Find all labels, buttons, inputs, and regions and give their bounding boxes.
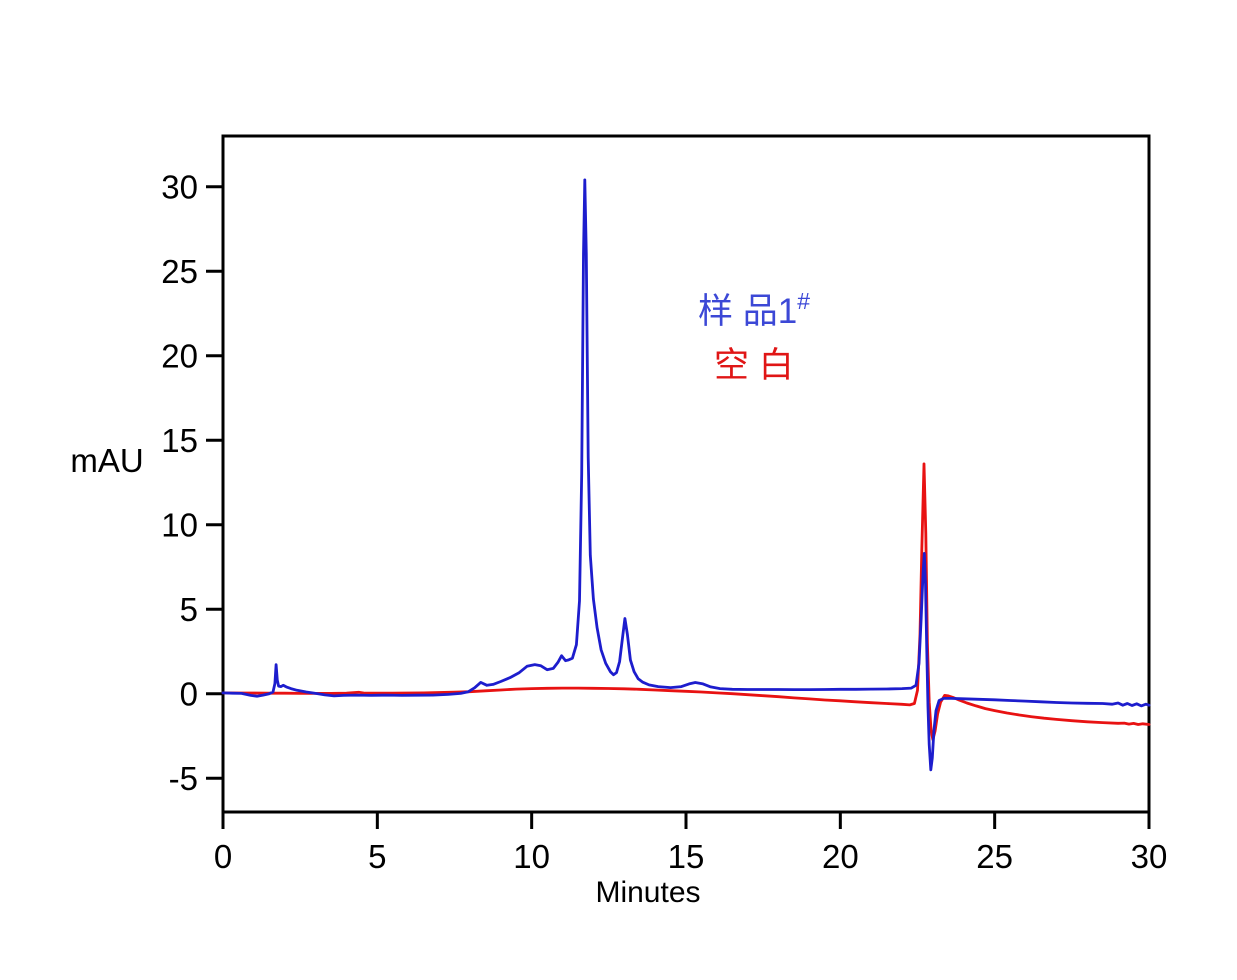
y-tick-label: 10: [161, 507, 198, 544]
legend-sample-superscript: #: [797, 288, 810, 314]
x-axis-title: Minutes: [595, 876, 700, 909]
y-tick-label: 15: [161, 422, 198, 459]
legend-sample-text: 样 品1: [698, 292, 797, 331]
x-tick-label: 25: [976, 838, 1013, 875]
x-axis-ticks: 0 5 10 15 20 25 30: [214, 812, 1168, 875]
x-tick-label: 5: [368, 838, 386, 875]
trace-blank: [221, 462, 1151, 742]
y-tick-label: 0: [180, 676, 198, 713]
x-tick-label: 20: [822, 838, 859, 875]
y-tick-label: 25: [161, 253, 198, 290]
x-tick-label: 10: [513, 838, 550, 875]
y-tick-label: 30: [161, 169, 198, 206]
plot-area-border: [221, 134, 1151, 814]
y-axis-ticks: -5 0 5 10 15 20 25 30: [161, 169, 223, 797]
x-tick-label: 30: [1131, 838, 1168, 875]
y-tick-label: -5: [169, 760, 198, 797]
y-tick-label: 5: [180, 591, 198, 628]
y-tick-label: 20: [161, 338, 198, 375]
y-axis-title: mAU: [70, 442, 143, 479]
x-tick-label: 15: [668, 838, 705, 875]
trace-sample: [221, 178, 1151, 772]
legend-sample-label: 样 品1#: [698, 288, 810, 331]
x-tick-label: 0: [214, 838, 232, 875]
chromatogram-traces: [221, 178, 1151, 772]
legend-blank-label: 空 白: [714, 346, 794, 385]
